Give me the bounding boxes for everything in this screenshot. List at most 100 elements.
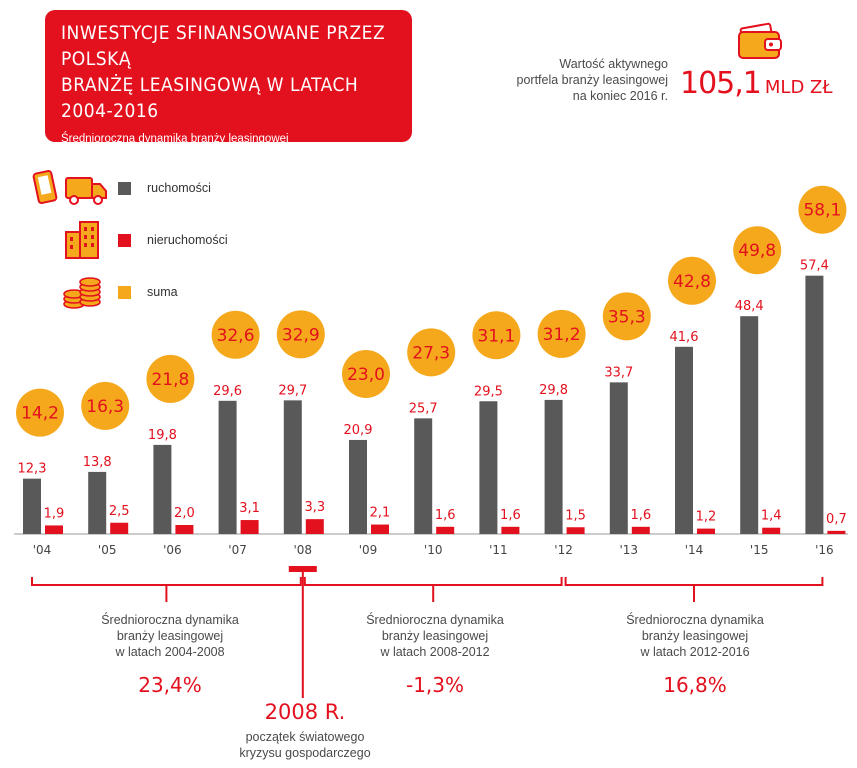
x-tick-label: '09: [359, 543, 378, 557]
legend-swatch-ruchomosci: [118, 182, 131, 195]
bar-nieruchomosci: [631, 526, 650, 534]
bar-ruchomosci: [153, 444, 172, 534]
sum-circle: [537, 309, 586, 358]
portfolio-amount: 105,1: [680, 66, 762, 101]
x-tick-label: '13: [620, 543, 639, 557]
bar-ruchomosci: [805, 275, 824, 534]
data-label-nieruchomosci: 2,0: [174, 506, 195, 521]
portfolio-line-1: Wartość aktywnego: [559, 57, 668, 71]
data-label-ruchomosci: 29,6: [213, 384, 242, 399]
x-tick-label: '15: [750, 543, 769, 557]
sum-circle: [81, 381, 130, 430]
bar-nieruchomosci: [501, 526, 520, 534]
bracket-2012-2016: [564, 577, 824, 586]
crisis-line-2: kryzysu gospodarczego: [239, 746, 371, 760]
bar-ruchomosci: [349, 439, 367, 534]
bar-nieruchomosci: [697, 528, 715, 534]
bar-ruchomosci: [23, 478, 41, 534]
data-label-suma: 23,0: [347, 365, 385, 385]
bar-nieruchomosci: [762, 527, 781, 534]
data-label-ruchomosci: 29,7: [278, 383, 307, 398]
portfolio-line-3: na koniec 2016 r.: [572, 89, 668, 103]
period-1-text: Średnioroczna dynamika branży leasingowe…: [70, 612, 270, 660]
chart-title-line-1: INWESTYCJE SFINANSOWANE PRZEZ POLSKĄ: [61, 22, 386, 70]
period-2-line-2: branży leasingowej: [381, 629, 489, 643]
x-tick-label: '14: [685, 543, 704, 557]
x-tick-label: '11: [489, 543, 508, 557]
bar-ruchomosci: [740, 316, 759, 534]
x-tick-label: '16: [815, 543, 834, 557]
x-tick-label: '07: [228, 543, 247, 557]
sum-circle: [668, 256, 716, 305]
x-tick-label: '10: [424, 543, 443, 557]
data-label-suma: 31,2: [543, 325, 581, 345]
sum-circle: [472, 311, 521, 360]
buildings-icon: [65, 221, 99, 259]
period-1-line-1: Średnioroczna dynamika: [101, 613, 239, 627]
data-label-nieruchomosci: 1,6: [500, 508, 521, 523]
data-label-suma: 32,6: [217, 326, 255, 346]
legend-label-nieruchomosci: nieruchomości: [147, 233, 228, 247]
bar-nieruchomosci: [305, 519, 324, 534]
subtitle-line-2: w okresie przed, w trakcie i po kryzysie: [61, 147, 260, 159]
data-label-nieruchomosci: 1,2: [696, 510, 717, 525]
data-label-suma: 31,1: [477, 326, 515, 346]
bar-ruchomosci: [218, 400, 237, 534]
period-3-line-1: Średnioroczna dynamika: [626, 613, 764, 627]
data-label-suma: 27,3: [412, 343, 450, 363]
data-label-suma: 32,9: [282, 325, 320, 345]
period-2-line-3: w latach 2008-2012: [380, 645, 490, 659]
bar-ruchomosci: [544, 399, 563, 534]
period-3-line-2: branży leasingowej: [641, 629, 749, 643]
x-tick-label: '05: [98, 543, 117, 557]
period-2-text: Średnioroczna dynamika branży leasingowe…: [335, 612, 535, 660]
bar-nieruchomosci: [240, 520, 259, 534]
crisis-year: 2008 R.: [264, 700, 346, 724]
data-label-ruchomosci: 48,4: [735, 299, 764, 314]
bar-nieruchomosci: [45, 525, 63, 534]
bar-ruchomosci: [479, 401, 498, 534]
data-label-ruchomosci: 13,8: [83, 455, 112, 470]
chart-subtitle: Średnioroczna dynamika branży leasingowe…: [61, 132, 396, 174]
period-3-line-3: w latach 2012-2016: [640, 645, 750, 659]
data-label-ruchomosci: 19,8: [148, 428, 177, 443]
data-label-suma: 35,3: [608, 307, 646, 327]
wallet-icon: [738, 22, 782, 59]
bar-nieruchomosci: [566, 527, 585, 534]
data-label-nieruchomosci: 3,1: [239, 501, 260, 516]
bracket-2008-2012: [303, 577, 563, 586]
period-2-line-1: Średnioroczna dynamika: [366, 613, 504, 627]
data-label-nieruchomosci: 1,6: [435, 508, 456, 523]
period-3-text: Średnioroczna dynamika branży leasingowe…: [595, 612, 795, 660]
subtitle-line-1: Średnioroczna dynamika branży leasingowe…: [61, 133, 289, 145]
data-label-nieruchomosci: 0,7: [826, 512, 847, 527]
data-label-ruchomosci: 57,4: [800, 259, 829, 274]
data-label-ruchomosci: 29,5: [474, 384, 503, 399]
x-tick-label: '04: [33, 543, 52, 557]
data-label-ruchomosci: 20,9: [344, 423, 373, 438]
subtitle-line-3: (dane netto w mld PLN): [61, 161, 182, 173]
bar-ruchomosci: [609, 382, 628, 534]
data-label-ruchomosci: 41,6: [670, 330, 699, 345]
data-label-suma: 14,2: [21, 404, 59, 424]
data-label-suma: 21,8: [151, 370, 189, 390]
sum-circle: [16, 388, 64, 437]
chart-title-line-2: BRANŻĘ LEASINGOWĄ W LATACH 2004-2016: [61, 74, 359, 122]
period-1-growth: 23,4%: [138, 673, 202, 697]
sum-circle: [733, 226, 782, 275]
data-label-ruchomosci: 25,7: [409, 401, 438, 416]
title-box: INWESTYCJE SFINANSOWANE PRZEZ POLSKĄ BRA…: [45, 10, 412, 173]
sum-circle: [798, 185, 847, 234]
data-label-ruchomosci: 29,8: [539, 383, 568, 398]
bar-ruchomosci: [675, 346, 693, 534]
bar-nieruchomosci: [436, 526, 455, 534]
period-1-line-3: w latach 2004-2008: [115, 645, 225, 659]
data-label-nieruchomosci: 2,5: [109, 504, 130, 519]
legend-swatch-suma: [118, 286, 131, 299]
crisis-description: początek światowego kryzysu gospodarczeg…: [205, 729, 405, 761]
sum-circle: [211, 310, 260, 359]
legend-label-suma: suma: [147, 285, 178, 299]
data-label-ruchomosci: 12,3: [18, 462, 47, 477]
bar-nieruchomosci: [371, 524, 389, 534]
